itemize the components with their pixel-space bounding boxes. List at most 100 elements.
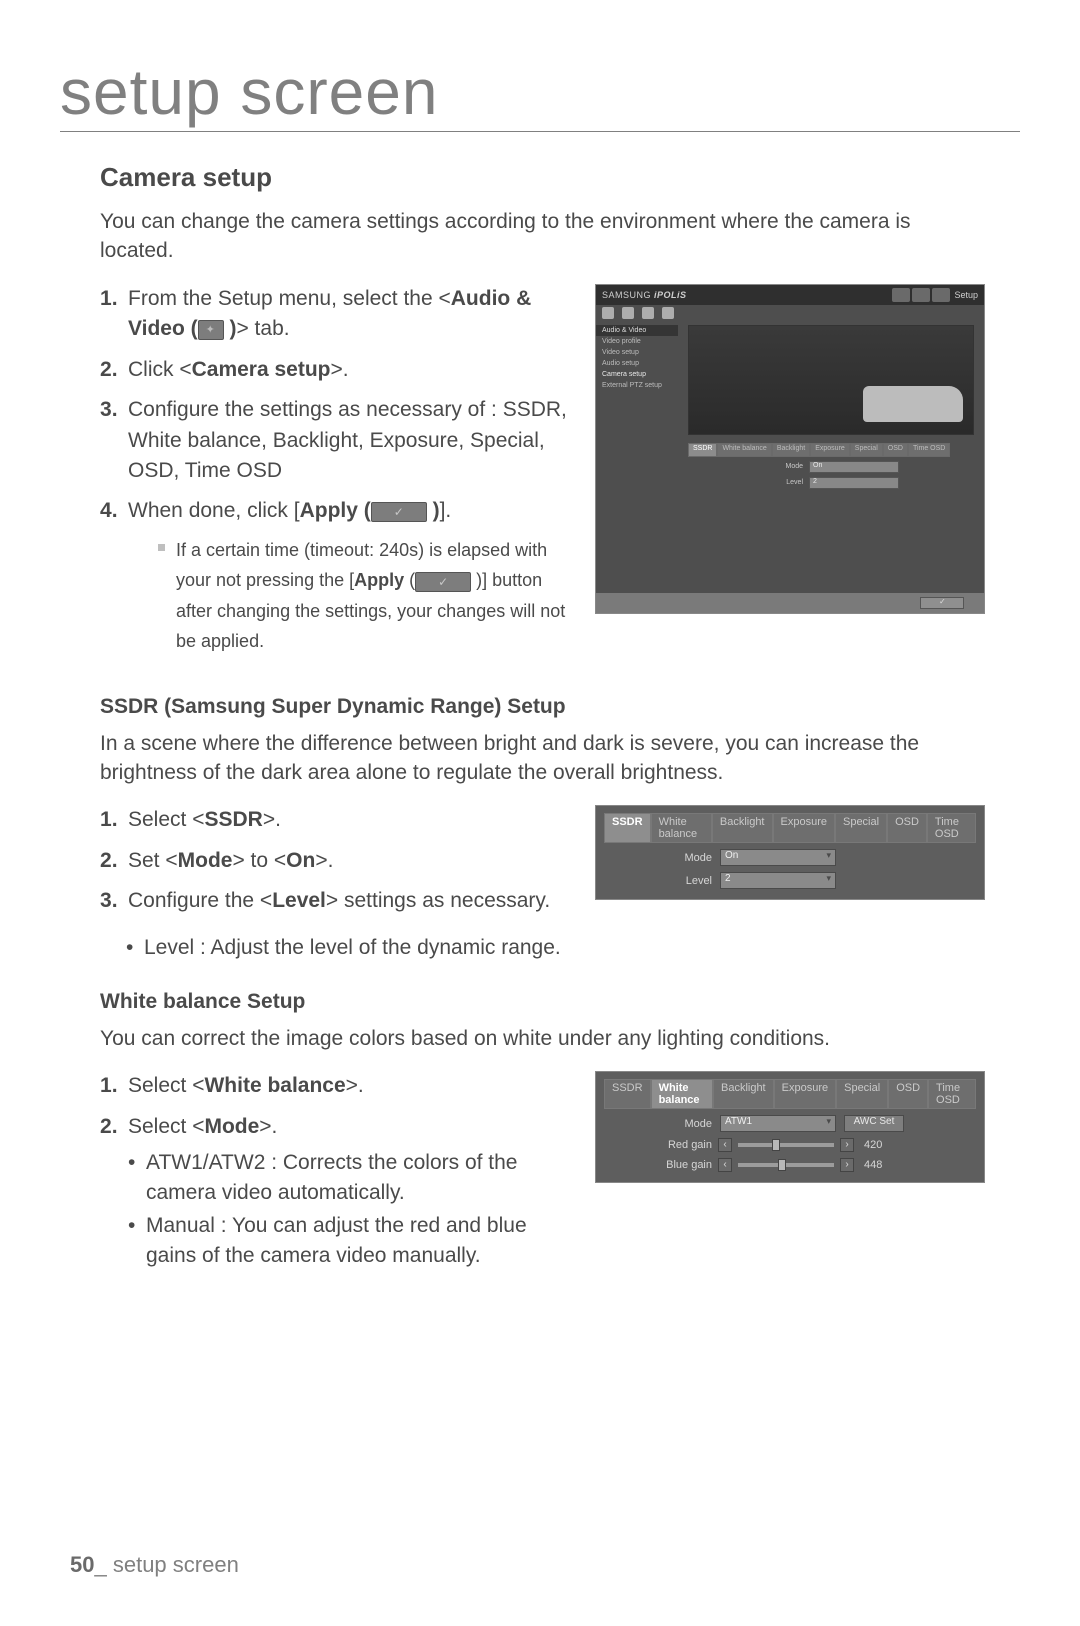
apply-button-icon [415, 572, 471, 592]
icon-row[interactable] [596, 305, 984, 323]
ssdr-step-3: Configure the <Level> settings as necess… [100, 886, 567, 916]
text: Click < [128, 358, 192, 381]
apply-bar [596, 593, 984, 613]
ssdr-step-1: Select <SSDR>. [100, 805, 567, 835]
camera-setup-heading: Camera setup [100, 162, 985, 193]
text: Select < [128, 808, 204, 831]
wb-heading: White balance Setup [100, 990, 985, 1014]
plus-button[interactable]: › [840, 1138, 854, 1152]
step-3: Configure the settings as necessary of :… [100, 395, 567, 486]
minus-button[interactable]: ‹ [718, 1158, 732, 1172]
tab-osd[interactable]: OSD [888, 1079, 928, 1109]
text-bold: Apply [354, 570, 404, 590]
mode-select[interactable]: ATW1 [720, 1115, 836, 1132]
text: Configure the < [128, 889, 272, 912]
tab-special[interactable]: Special [850, 443, 883, 457]
tab-exposure[interactable]: Exposure [810, 443, 850, 457]
top-nav-icons[interactable] [892, 288, 950, 302]
awc-set-button[interactable]: AWC Set [844, 1115, 904, 1132]
sidebar-item[interactable]: Video profile [596, 336, 678, 347]
step-4: When done, click [Apply ( )]. If a certa… [100, 496, 567, 656]
page-title: setup screen [60, 55, 1020, 132]
tab-ssdr[interactable]: SSDR [604, 1079, 651, 1109]
brand-ipolis: iPOLiS [654, 290, 687, 300]
text-bold: Mode [204, 1115, 259, 1138]
page-footer: 50_ setup screen [70, 1552, 239, 1578]
text: >. [346, 1074, 364, 1097]
sidebar-item[interactable]: External PTZ setup [596, 380, 678, 391]
text-bold: Mode [178, 849, 233, 872]
blue-gain-value: 448 [864, 1159, 882, 1171]
tab-ssdr[interactable]: SSDR [604, 813, 651, 843]
text-bold: Camera setup [192, 358, 331, 381]
ssdr-heading: SSDR (Samsung Super Dynamic Range) Setup [100, 695, 985, 719]
camera-setup-intro: You can change the camera settings accor… [100, 207, 985, 266]
ssdr-panel-screenshot: SSDR White balance Backlight Exposure Sp… [595, 805, 985, 900]
mode-select[interactable]: On [809, 461, 899, 473]
footer-sep: _ [94, 1552, 106, 1577]
tab-backlight[interactable]: Backlight [772, 443, 810, 457]
text: > to < [232, 849, 286, 872]
car-shape [863, 386, 963, 422]
text: >. [263, 808, 281, 831]
mode-label: Mode [763, 463, 803, 470]
ssdr-step-2: Set <Mode> to <On>. [100, 846, 567, 876]
wb-step-2: Select <Mode>. ATW1/ATW2 : Corrects the … [100, 1112, 567, 1270]
tab-wb[interactable]: White balance [717, 443, 771, 457]
tab-backlight[interactable]: Backlight [712, 813, 773, 843]
text: From the Setup menu, select the < [128, 287, 451, 310]
text: When done, click [ [128, 499, 300, 522]
text: >. [331, 358, 349, 381]
text-bold: Apply ( [300, 499, 371, 522]
sidebar-header: Audio & Video [596, 325, 678, 336]
ssdr-intro: In a scene where the difference between … [100, 729, 985, 788]
step-1: From the Setup menu, select the <Audio &… [100, 284, 567, 345]
video-preview [688, 325, 974, 435]
red-gain-value: 420 [864, 1139, 882, 1151]
page-number: 50 [70, 1552, 94, 1577]
sidebar-item[interactable]: Video setup [596, 347, 678, 358]
tab-exposure[interactable]: Exposure [774, 1079, 836, 1109]
blue-gain-slider[interactable] [738, 1163, 834, 1167]
tab-exposure[interactable]: Exposure [773, 813, 835, 843]
apply-button-icon [371, 502, 427, 522]
tab-ssdr[interactable]: SSDR [688, 443, 717, 457]
plus-button[interactable]: › [840, 1158, 854, 1172]
mode-label: Mode [652, 1118, 712, 1130]
text: Select < [128, 1074, 204, 1097]
setup-label[interactable]: Setup [954, 290, 978, 300]
sidebar: Audio & Video Video profile Video setup … [596, 325, 678, 391]
minus-button[interactable]: ‹ [718, 1138, 732, 1152]
step-2: Click <Camera setup>. [100, 355, 567, 385]
tab-osd[interactable]: OSD [887, 813, 927, 843]
tab-timeosd[interactable]: Time OSD [927, 813, 976, 843]
wb-intro: You can correct the image colors based o… [100, 1024, 985, 1053]
red-gain-slider[interactable] [738, 1143, 834, 1147]
apply-button[interactable] [920, 597, 964, 609]
tab-special[interactable]: Special [835, 813, 887, 843]
tab-osd[interactable]: OSD [883, 443, 908, 457]
timeout-note: If a certain time (timeout: 240s) is ela… [128, 535, 567, 657]
level-select[interactable]: 2 [720, 872, 836, 889]
text-bold: On [286, 849, 315, 872]
tab-timeosd[interactable]: Time OSD [928, 1079, 976, 1109]
brand-label: SAMSUNG iPOLiS [602, 290, 687, 300]
level-select[interactable]: 2 [809, 477, 899, 489]
text: >. [259, 1115, 277, 1138]
tab-backlight[interactable]: Backlight [713, 1079, 774, 1109]
camera-setup-screenshot: SAMSUNG iPOLiS Setup Audio & Video Video… [595, 284, 985, 614]
footer-label: setup screen [107, 1552, 239, 1577]
level-label: Level [652, 875, 712, 887]
sidebar-item-active[interactable]: Camera setup [596, 369, 678, 380]
red-gain-label: Red gain [652, 1139, 712, 1151]
text: Select < [128, 1115, 204, 1138]
tab-wb[interactable]: White balance [651, 813, 712, 843]
tab-timeosd[interactable]: Time OSD [908, 443, 950, 457]
tab-wb[interactable]: White balance [651, 1079, 713, 1109]
text: > tab. [236, 317, 289, 340]
mode-select[interactable]: On [720, 849, 836, 866]
text: Set < [128, 849, 178, 872]
text-bold: SSDR [204, 808, 262, 831]
tab-special[interactable]: Special [836, 1079, 888, 1109]
sidebar-item[interactable]: Audio setup [596, 358, 678, 369]
